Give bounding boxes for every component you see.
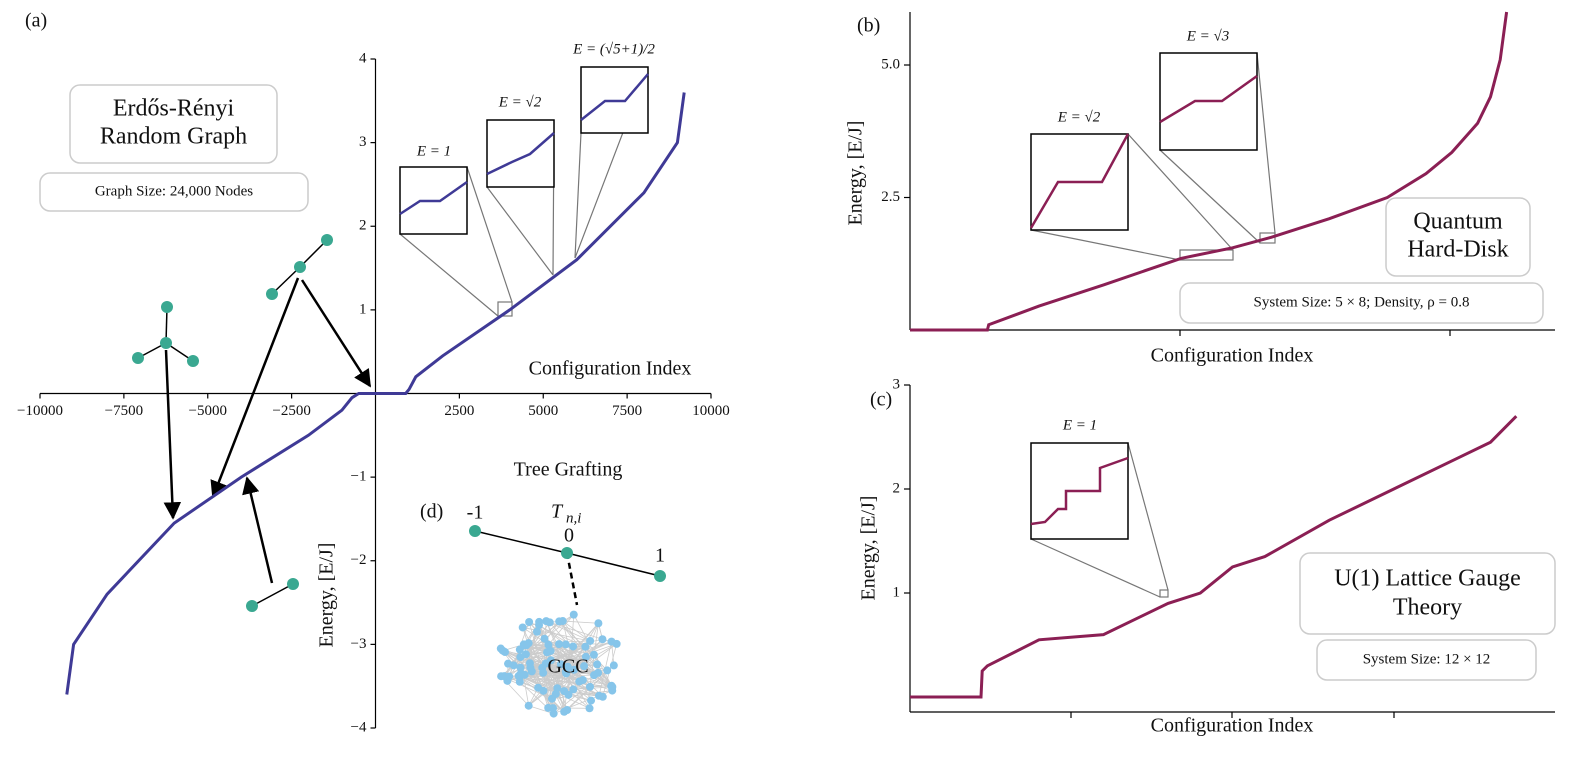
y-axis-label: Energy, [E/J]: [845, 121, 867, 226]
node: [586, 704, 594, 712]
x-tick-label: 5000: [528, 403, 558, 419]
node: [587, 697, 595, 705]
y-tick-label: 3: [893, 376, 901, 392]
node-label: 1: [655, 545, 665, 567]
node: [593, 660, 601, 668]
y-tick-label: 2.5: [881, 189, 900, 205]
node: [520, 640, 528, 648]
node: [563, 706, 571, 714]
chart-title: Erdős-Rényi: [113, 96, 235, 122]
panel-label: (a): [25, 10, 47, 32]
x-axis-label: Configuration Index: [1151, 715, 1314, 737]
node: [560, 687, 568, 695]
panel-label: (c): [870, 389, 892, 411]
node: [562, 640, 570, 648]
inset-label: E = √3: [1186, 28, 1230, 44]
node: [505, 672, 513, 680]
y-tick-label: 4: [359, 50, 367, 66]
y-axis-label: Energy, [E/J]: [316, 543, 338, 648]
y-tick-label: 1: [893, 584, 901, 600]
node: [539, 687, 547, 695]
chart-title: U(1) Lattice Gauge: [1334, 566, 1521, 592]
inset-label: E = 1: [416, 143, 451, 159]
node: [497, 645, 505, 653]
node: [550, 710, 558, 718]
inset-label: E = 1: [1062, 417, 1097, 433]
x-tick-label: 7500: [612, 403, 642, 419]
info-text: Graph Size: 24,000 Nodes: [95, 183, 253, 199]
node: [525, 618, 533, 626]
node: [541, 635, 549, 643]
y-tick-label: 1: [359, 301, 367, 317]
node: [586, 637, 594, 645]
y-tick-label: 3: [359, 134, 367, 150]
y-tick-label: −1: [351, 469, 367, 485]
node: [555, 617, 563, 625]
node: [546, 618, 554, 626]
node: [590, 671, 598, 679]
node: [607, 682, 615, 690]
y-tick-label: −4: [351, 719, 367, 735]
node: [608, 638, 616, 646]
x-tick-label: −10000: [17, 403, 63, 419]
node: [569, 685, 577, 693]
x-tick-label: −7500: [105, 403, 143, 419]
y-tick-label: 2: [893, 480, 901, 496]
inset-label: E = (√5+1)/2: [572, 41, 655, 57]
chart-title: Theory: [1393, 595, 1462, 621]
node: [519, 623, 527, 631]
node: [521, 671, 529, 679]
decorations: [132, 53, 1275, 718]
panel-label: (b): [857, 15, 880, 37]
node: [594, 619, 602, 627]
node: [516, 653, 524, 661]
node: [539, 669, 547, 677]
x-tick-label: −2500: [272, 403, 310, 419]
x-axis-label: Configuration Index: [529, 358, 692, 380]
node: [599, 693, 607, 701]
node: [598, 635, 606, 643]
node: [603, 666, 611, 674]
panel-label: (d): [420, 501, 443, 523]
info-text: System Size: 12 × 12: [1363, 651, 1491, 667]
operator-symbol: T: [551, 501, 564, 523]
y-tick-label: −2: [351, 552, 367, 568]
chart-title: Quantum: [1413, 209, 1503, 235]
node: [526, 664, 534, 672]
y-axis-label: Energy, [E/J]: [858, 496, 880, 601]
node: [516, 664, 524, 672]
node: [569, 642, 577, 650]
node: [586, 683, 594, 691]
node: [504, 660, 512, 668]
node: [535, 618, 543, 626]
node: [533, 628, 541, 636]
node-label: -1: [467, 502, 484, 524]
diagram-title: Tree Grafting: [514, 459, 623, 481]
node: [552, 690, 560, 698]
y-tick-label: −3: [351, 636, 367, 652]
x-axis-label: Configuration Index: [1151, 345, 1314, 367]
node: [497, 672, 505, 680]
inset-label: E = √2: [498, 94, 542, 110]
node-label: 0: [564, 525, 574, 547]
chart-title: Random Graph: [100, 124, 247, 150]
node: [525, 702, 533, 710]
y-tick-label: 2: [359, 218, 367, 234]
node: [570, 611, 578, 619]
cluster-label: GCC: [547, 656, 588, 678]
node: [610, 661, 618, 669]
x-tick-label: 2500: [444, 403, 474, 419]
node: [575, 678, 583, 686]
inset-label: E = √2: [1057, 109, 1101, 125]
node: [590, 651, 598, 659]
chart-title: Hard-Disk: [1407, 237, 1508, 263]
x-tick-label: −5000: [189, 403, 227, 419]
info-text: System Size: 5 × 8; Density, ρ = 0.8: [1254, 294, 1470, 310]
x-tick-label: 10000: [692, 403, 730, 419]
y-tick-label: 5.0: [881, 56, 900, 72]
